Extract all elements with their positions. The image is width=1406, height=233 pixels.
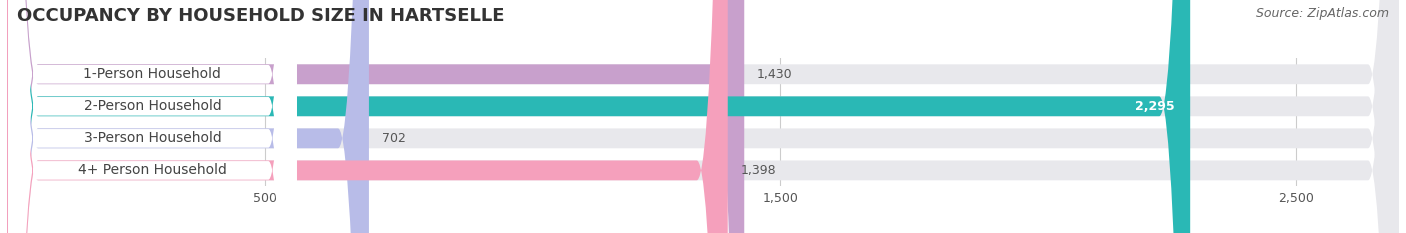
Text: 702: 702 [382, 132, 406, 145]
FancyBboxPatch shape [8, 0, 297, 233]
FancyBboxPatch shape [7, 0, 1399, 233]
FancyBboxPatch shape [7, 0, 728, 233]
Text: Source: ZipAtlas.com: Source: ZipAtlas.com [1256, 7, 1389, 20]
Text: 1,398: 1,398 [741, 164, 776, 177]
FancyBboxPatch shape [7, 0, 1189, 233]
FancyBboxPatch shape [8, 0, 297, 233]
Text: OCCUPANCY BY HOUSEHOLD SIZE IN HARTSELLE: OCCUPANCY BY HOUSEHOLD SIZE IN HARTSELLE [17, 7, 505, 25]
FancyBboxPatch shape [7, 0, 1399, 233]
FancyBboxPatch shape [7, 0, 1399, 233]
Text: 2,295: 2,295 [1135, 100, 1175, 113]
Text: 1-Person Household: 1-Person Household [83, 67, 221, 81]
Text: 1,430: 1,430 [756, 68, 793, 81]
FancyBboxPatch shape [7, 0, 1399, 233]
Text: 3-Person Household: 3-Person Household [83, 131, 221, 145]
Text: 4+ Person Household: 4+ Person Household [77, 163, 226, 177]
FancyBboxPatch shape [8, 0, 297, 233]
FancyBboxPatch shape [7, 0, 744, 233]
FancyBboxPatch shape [7, 0, 368, 233]
Text: 2-Person Household: 2-Person Household [83, 99, 221, 113]
FancyBboxPatch shape [8, 0, 297, 233]
